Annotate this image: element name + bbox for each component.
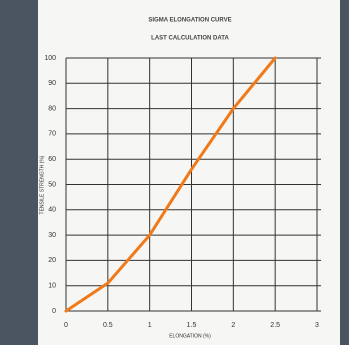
x-tick-label: 1.5 [187,322,197,329]
y-tick-label: 0 [52,308,56,315]
x-tick-label: 0 [64,322,68,329]
y-tick-label: 60 [48,156,56,163]
y-tick-label: 50 [48,181,56,188]
y-tick-label: 20 [48,257,56,264]
y-tick-label: 40 [48,207,56,214]
x-tick-label: 2 [231,322,235,329]
x-tick-label: 3 [315,322,319,329]
y-axis-label: TENSILE STRENGTH (%) [39,155,45,214]
y-tick-label: 30 [48,232,56,239]
y-tick-label: 90 [48,80,56,87]
y-tick-label: 100 [44,55,56,62]
x-axis-label: ELONGATION (%) [169,333,211,339]
chart-subtitle: LAST CALCULATION DATA [151,36,229,42]
x-tick-label: 0.5 [103,322,113,329]
y-tick-label: 70 [48,131,56,138]
x-tick-label: 2.5 [270,322,280,329]
x-tick-label: 1 [148,322,152,329]
chart-title: SIGMA ELONGATION CURVE [148,18,231,24]
line [64,56,277,313]
y-tick-label: 10 [48,283,56,290]
y-tick-label: 80 [48,105,56,112]
